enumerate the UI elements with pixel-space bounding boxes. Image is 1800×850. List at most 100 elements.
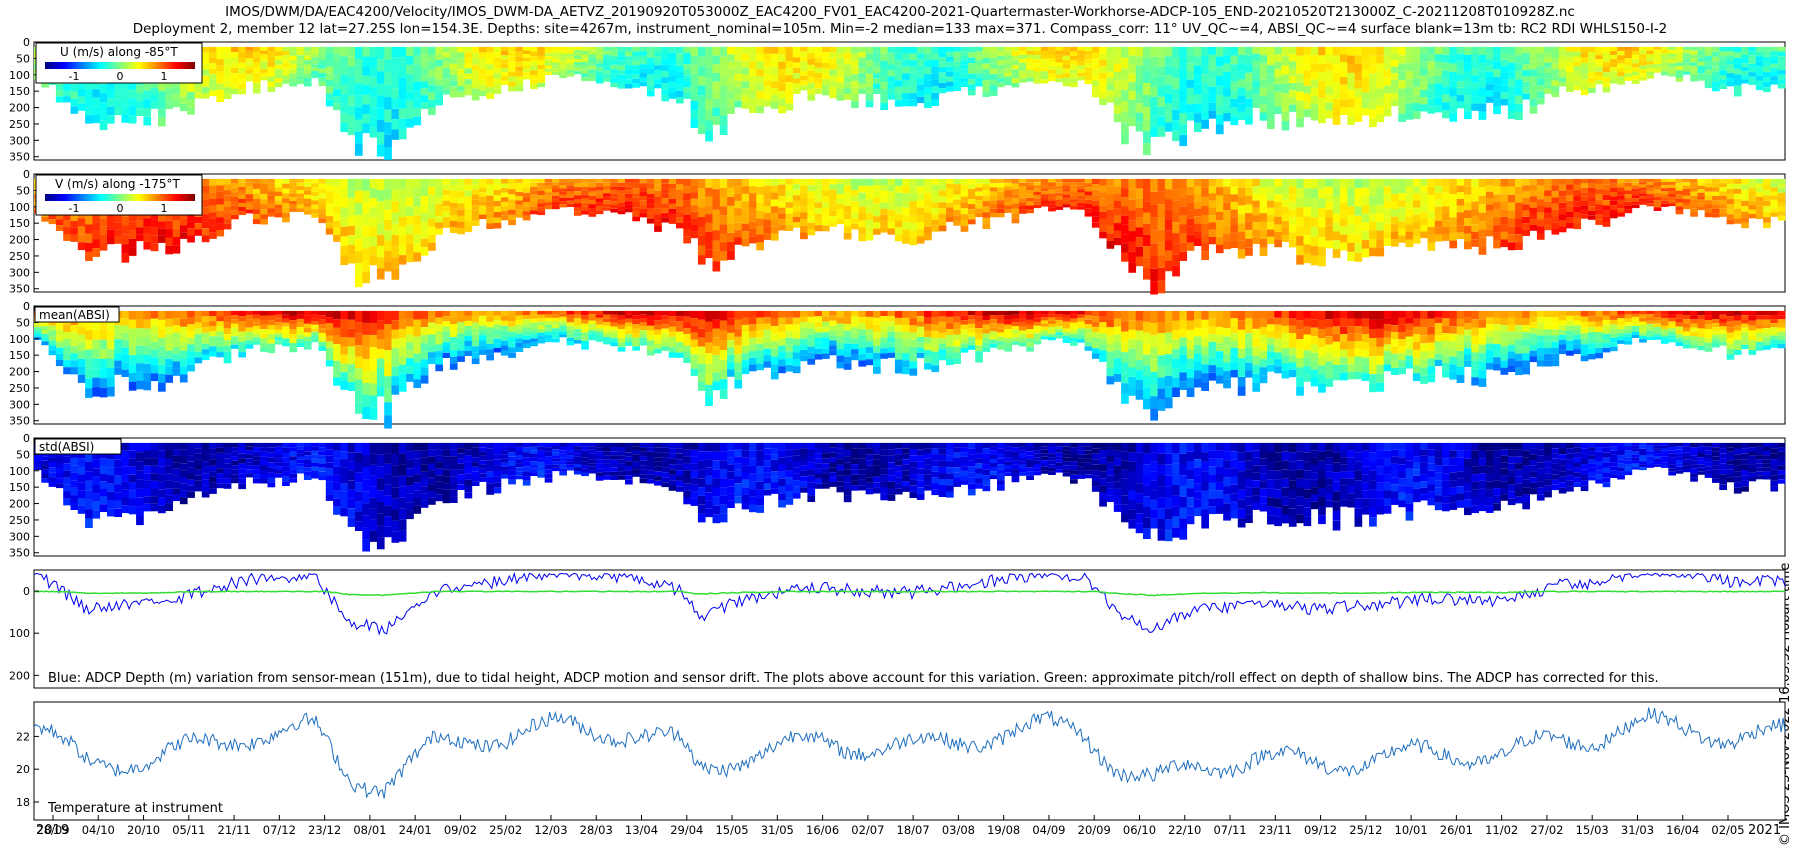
heatmap-cell [1143, 268, 1151, 280]
heatmap-cell [1690, 70, 1698, 74]
heatmap-cell [770, 67, 779, 75]
heatmap-cell [741, 193, 750, 202]
heatmap-cell [1770, 178, 1779, 184]
heatmap-cell [924, 213, 932, 220]
heatmap-cell [289, 189, 298, 194]
heatmap-cell [1201, 224, 1209, 233]
heatmap-cell [1223, 186, 1231, 195]
heatmap-cell [880, 89, 888, 96]
heatmap-cell [398, 57, 407, 68]
heatmap-cell [1208, 102, 1217, 111]
heatmap-cell [544, 46, 553, 50]
heatmap-cell [260, 58, 268, 62]
heatmap-cell [1332, 222, 1341, 232]
heatmap-cell [537, 182, 546, 187]
heatmap-cell [1398, 200, 1406, 208]
heatmap-cell [843, 185, 852, 193]
heatmap-cell [311, 71, 319, 75]
heatmap-cell [1617, 208, 1625, 213]
heatmap-cell [800, 51, 808, 57]
heatmap-cell [201, 46, 210, 53]
heatmap-cell [274, 329, 283, 334]
heatmap-cell [406, 373, 414, 382]
heatmap-cell [1464, 210, 1472, 218]
heatmap-cell [676, 65, 684, 73]
heatmap-cell [1026, 73, 1034, 78]
heatmap-cell [1259, 79, 1268, 88]
heatmap-cell [1172, 130, 1180, 142]
heatmap-cell [252, 72, 261, 78]
heatmap-cell [1405, 71, 1414, 80]
heatmap-cell [325, 360, 334, 367]
heatmap-cell [712, 46, 721, 56]
heatmap-cell [486, 338, 494, 344]
heatmap-cell [1230, 99, 1239, 108]
heatmap-cell [1602, 52, 1611, 58]
heatmap-cell [457, 222, 465, 229]
heatmap-cell [464, 226, 473, 232]
heatmap-cell [741, 74, 750, 82]
heatmap-cell [792, 211, 801, 217]
heatmap-cell [128, 213, 137, 222]
heatmap-cell [1303, 62, 1312, 71]
heatmap-cell [1376, 213, 1385, 222]
heatmap-cell [92, 320, 101, 330]
heatmap-cell [245, 70, 254, 74]
heatmap-cell [792, 62, 801, 68]
heatmap-cell [471, 215, 480, 221]
heatmap-cell [99, 226, 108, 235]
heatmap-cell [1398, 63, 1406, 72]
heatmap-cell [522, 215, 531, 221]
heatmap-cell [1682, 56, 1691, 60]
heatmap-cell [829, 221, 837, 227]
heatmap-cell [296, 63, 305, 68]
heatmap-cell [282, 55, 290, 60]
heatmap-cell [479, 187, 487, 193]
heatmap-cell [770, 102, 779, 109]
heatmap-cell [960, 190, 969, 197]
heatmap-cell [1675, 178, 1684, 183]
heatmap-cell [1179, 178, 1188, 188]
heatmap-cell [1237, 187, 1246, 197]
heatmap-cell [1544, 224, 1552, 231]
heatmap-cell [245, 62, 254, 67]
heatmap-cell [858, 178, 867, 186]
heatmap-cell [1077, 65, 1085, 70]
heatmap-cell [873, 228, 881, 235]
heatmap-cell [683, 52, 691, 59]
heatmap-cell [1325, 233, 1334, 241]
heatmap-cell [1391, 60, 1399, 67]
heatmap-cell [442, 200, 451, 207]
heatmap-cell [785, 202, 794, 208]
heatmap-cell [894, 73, 903, 81]
heatmap-cell [1128, 231, 1137, 242]
heatmap-cell [384, 178, 392, 190]
heatmap-cell [697, 95, 706, 105]
heatmap-cell [603, 54, 611, 59]
heatmap-cell [1121, 234, 1129, 244]
heatmap-cell [997, 46, 1005, 52]
heatmap-cell [1741, 178, 1749, 185]
heatmap-cell [741, 201, 750, 209]
heatmap-cell [902, 66, 910, 74]
heatmap-cell [1310, 198, 1319, 208]
heatmap-cell [800, 85, 808, 91]
heatmap-cell [712, 72, 721, 82]
heatmap-cell [1646, 75, 1655, 79]
heatmap-cell [1157, 255, 1166, 268]
heatmap-cell [1420, 218, 1428, 225]
heatmap-cell [697, 217, 706, 227]
heatmap-cell [1464, 186, 1472, 195]
heatmap-cell [1128, 99, 1137, 109]
heatmap-cell [617, 74, 626, 80]
heatmap-cell [1194, 186, 1202, 194]
heatmap-cell [252, 194, 261, 199]
heatmap-cell [289, 77, 298, 83]
heatmap-cell [865, 185, 874, 193]
heatmap-cell [1011, 73, 1020, 79]
heatmap-cell [1580, 192, 1589, 197]
heatmap-cell [967, 90, 976, 96]
heatmap-cell [1485, 210, 1494, 218]
heatmap-cell [1070, 64, 1078, 70]
heatmap-cell [500, 211, 509, 216]
